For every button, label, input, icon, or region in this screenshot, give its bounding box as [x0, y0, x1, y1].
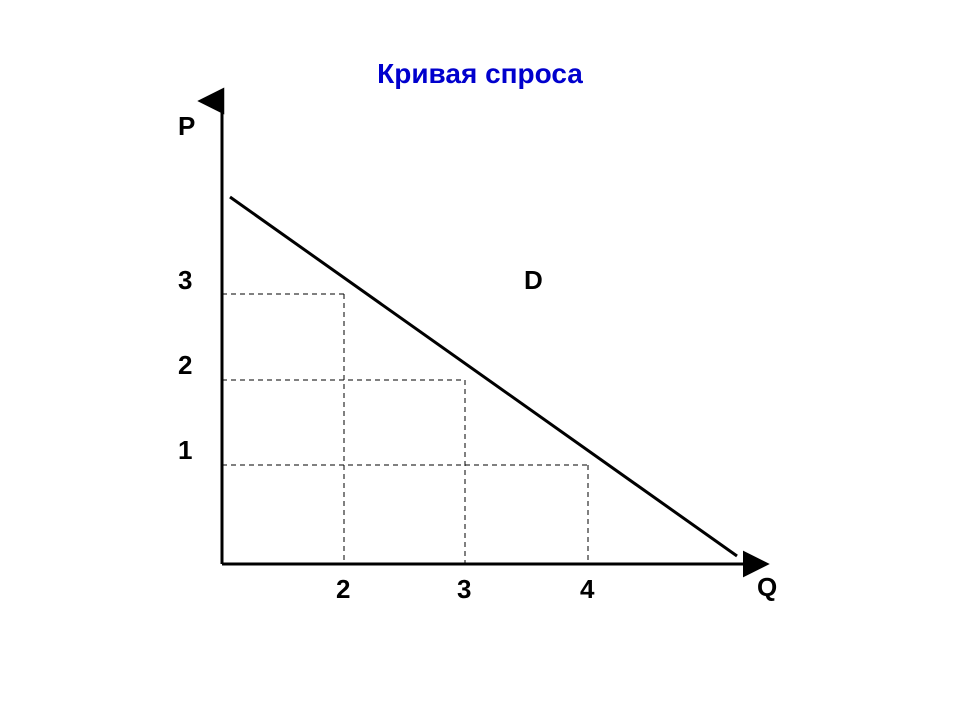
x-tick-2: 2	[336, 574, 350, 604]
y-tick-3: 3	[178, 265, 192, 295]
demand-curve-line	[230, 197, 737, 556]
guide-lines	[222, 294, 588, 564]
x-tick-4: 4	[580, 574, 595, 604]
x-axis-label: Q	[757, 572, 777, 602]
x-tick-3: 3	[457, 574, 471, 604]
demand-curve-chart: P Q 3 2 1 2 3 4 D	[0, 0, 960, 720]
demand-curve-label: D	[524, 265, 543, 295]
y-tick-2: 2	[178, 350, 192, 380]
y-axis-label: P	[178, 111, 195, 141]
y-tick-1: 1	[178, 435, 192, 465]
